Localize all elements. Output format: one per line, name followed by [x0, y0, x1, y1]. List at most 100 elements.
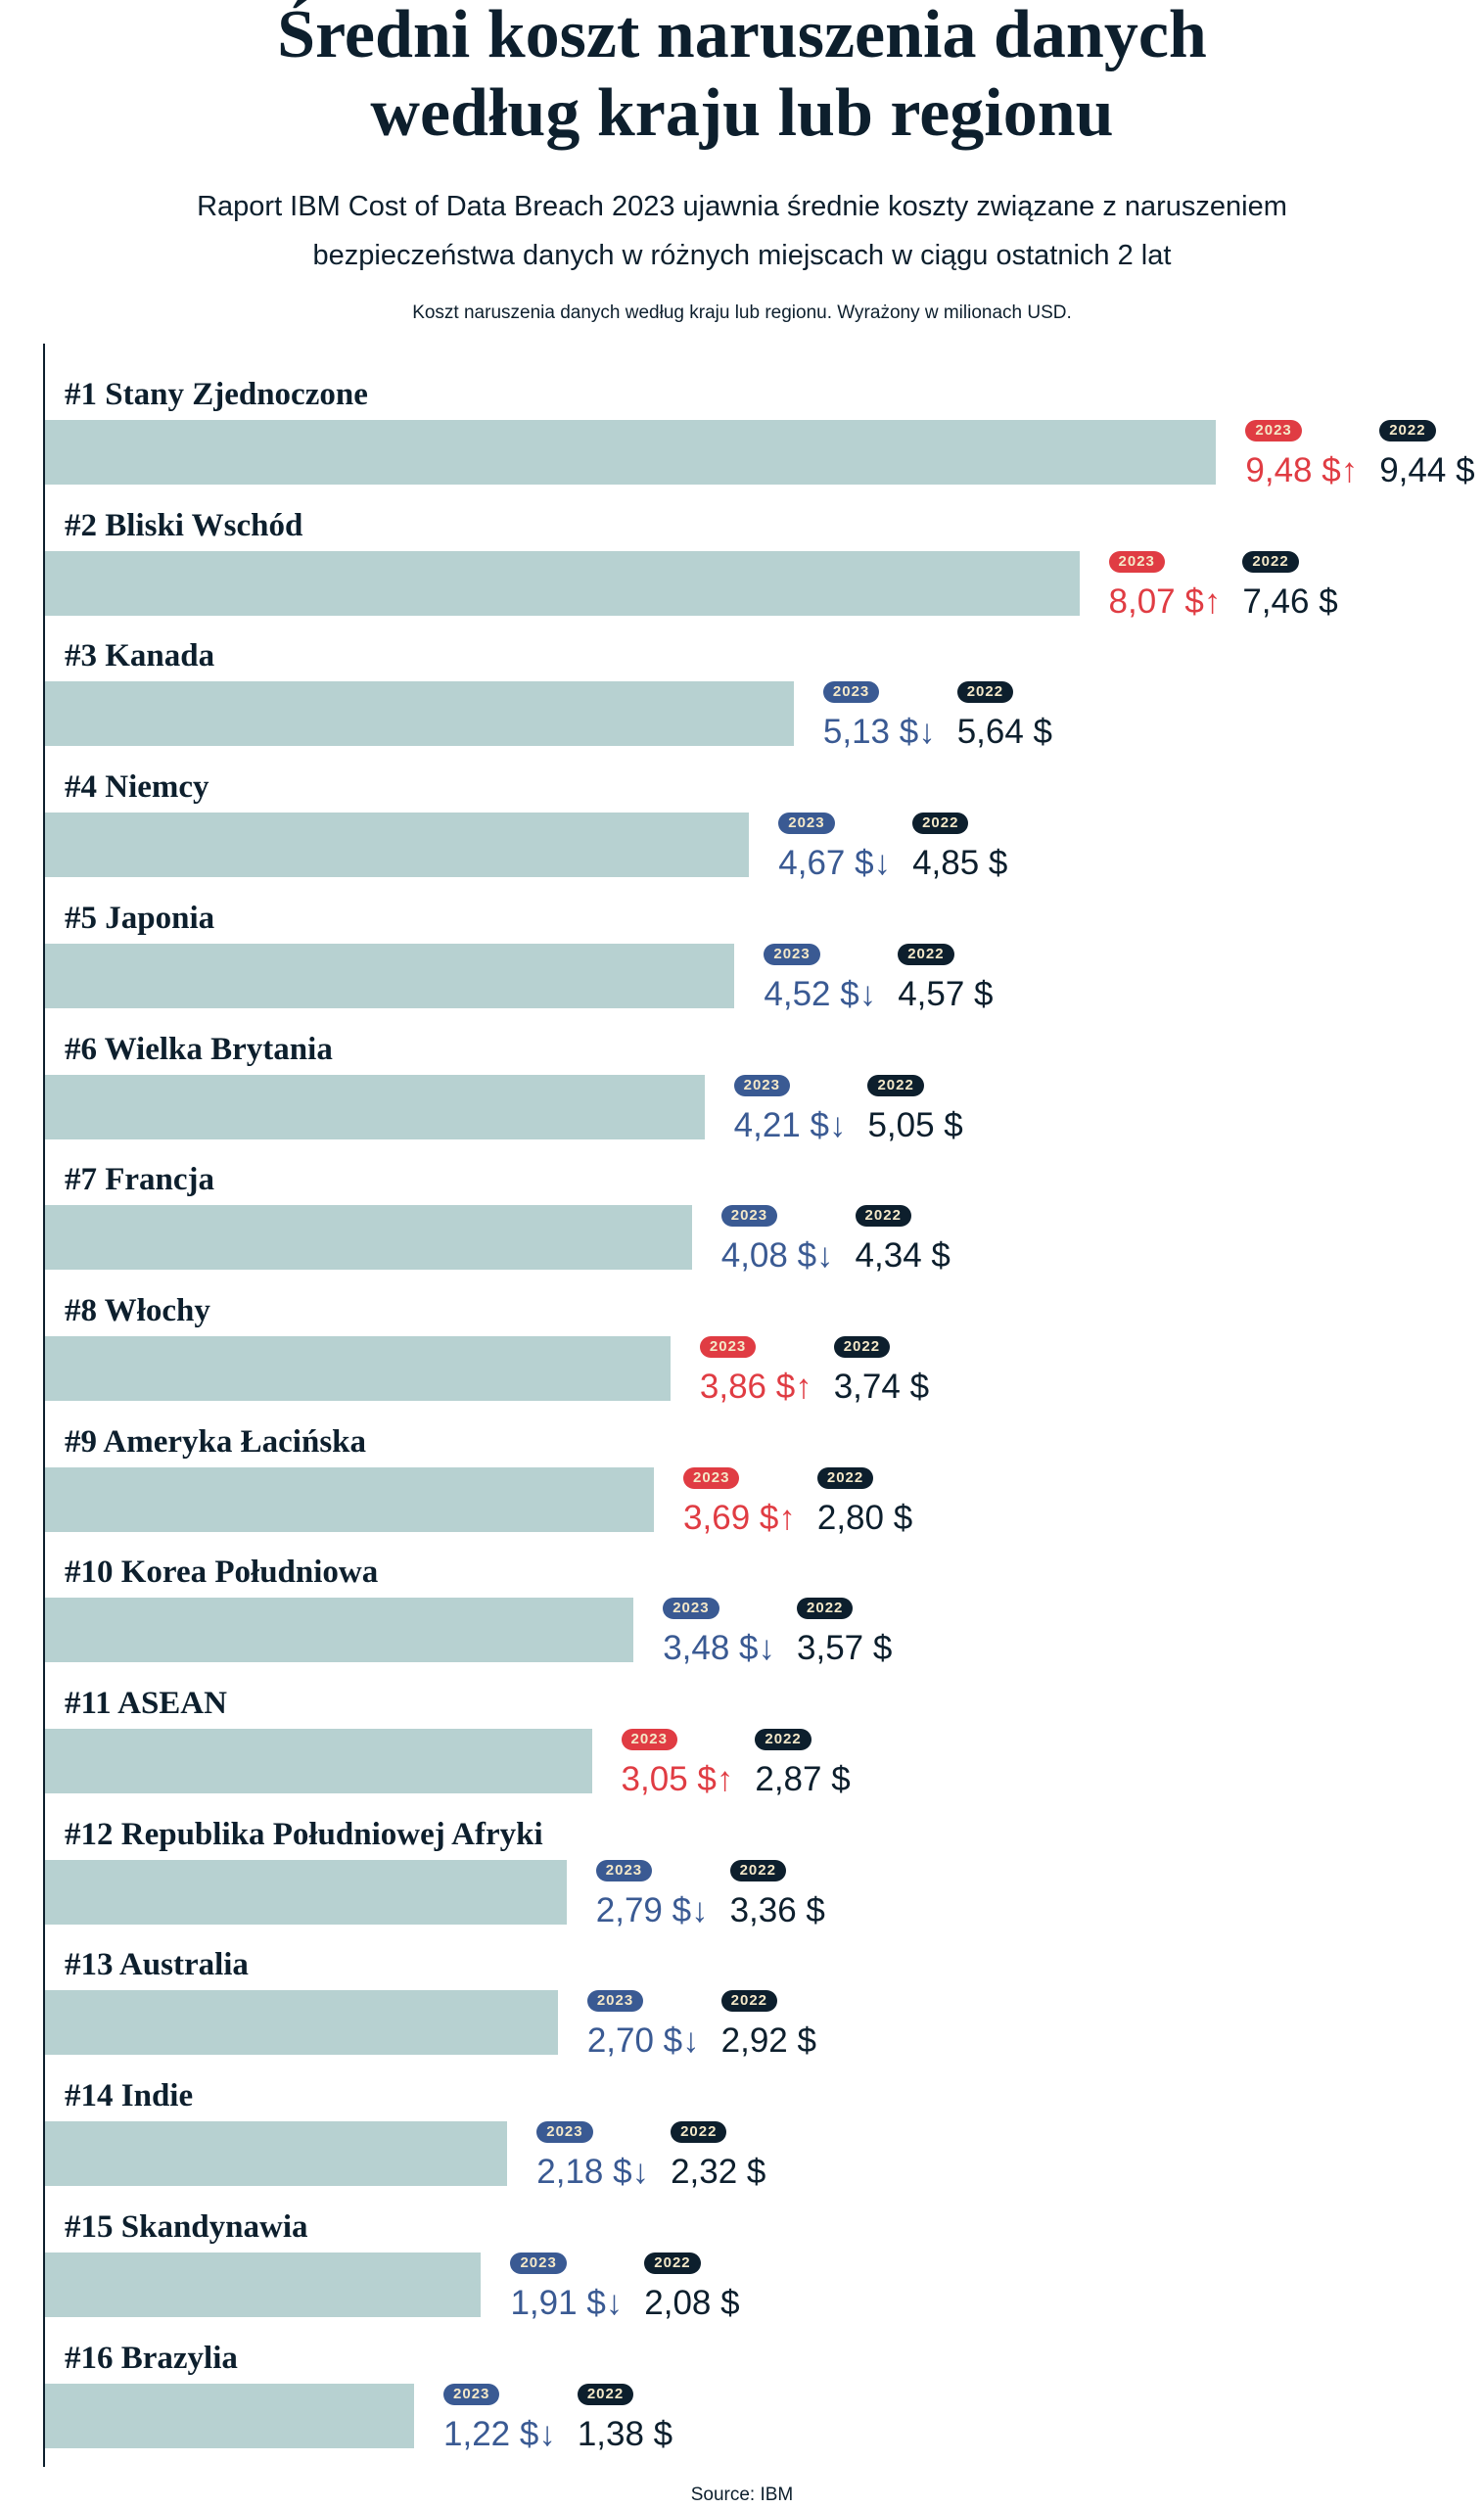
bar-row: #7 Francja 2023 4,08 $↓ 2022 4,34 $ [45, 1160, 1484, 1291]
badge-2022: 2022 [1379, 420, 1436, 441]
bar-2023 [45, 1859, 567, 1925]
value-2023-label: 4,52 $ [764, 974, 859, 1013]
value-2023-text: 3,05 $↑ [622, 1758, 734, 1801]
badge-2022: 2022 [755, 1729, 812, 1750]
value-2023-text: 3,69 $↑ [683, 1497, 796, 1540]
value-2022: 2022 7,46 $ [1242, 550, 1338, 624]
value-labels: 2023 4,52 $↓ 2022 4,57 $ [764, 943, 994, 1016]
bar-row: #6 Wielka Brytania 2023 4,21 $↓ 2022 5,0… [45, 1030, 1484, 1161]
badge-2023: 2023 [764, 943, 820, 965]
value-2023-text: 3,86 $↑ [700, 1366, 812, 1409]
bar-row: #13 Australia 2023 2,70 $↓ 2022 2,92 $ [45, 1945, 1484, 2076]
arrow-down-icon: ↓ [816, 1236, 834, 1276]
badge-2022: 2022 [912, 813, 969, 835]
bar-row: #11 ASEAN 2023 3,05 $↑ 2022 2,87 $ [45, 1684, 1484, 1815]
value-2023: 2023 1,91 $↓ [510, 2252, 623, 2325]
value-2022-label: 9,44 $ [1379, 451, 1475, 489]
value-2023: 2023 3,05 $↑ [621, 1729, 734, 1801]
value-labels: 2023 4,08 $↓ 2022 4,34 $ [720, 1205, 951, 1277]
value-2022-label: 2,08 $ [644, 2283, 740, 2322]
bar-row: #4 Niemcy 2023 4,67 $↓ 2022 4,85 $ [45, 767, 1484, 899]
bar-row: #9 Ameryka Łacińska 2023 3,69 $↑ 2022 2,… [45, 1422, 1484, 1554]
value-2022: 2022 4,34 $ [855, 1205, 951, 1277]
value-2023: 2023 3,69 $↑ [683, 1466, 796, 1540]
category-label: #6 Wielka Brytania [65, 1031, 333, 1067]
category-label: #4 Niemcy [65, 769, 209, 806]
value-2023: 2023 3,48 $↓ [663, 1598, 775, 1670]
value-2023: 2023 8,07 $↑ [1108, 550, 1222, 624]
arrow-down-icon: ↓ [758, 1629, 776, 1668]
value-2023: 2023 2,18 $↓ [536, 2121, 649, 2194]
badge-2023: 2023 [595, 1859, 653, 1881]
value-2023-label: 4,67 $ [778, 844, 874, 883]
bar-2023 [45, 681, 794, 747]
value-2023-label: 5,13 $ [822, 713, 919, 752]
value-2023-text: 1,91 $↓ [510, 2282, 623, 2325]
value-labels: 2023 3,86 $↑ 2022 3,74 $ [699, 1335, 930, 1409]
value-2023-text: 5,13 $↓ [823, 711, 936, 754]
value-2023: 2023 2,70 $↓ [586, 1990, 700, 2063]
category-label: #11 ASEAN [65, 1686, 227, 1721]
value-labels: 2023 5,13 $↓ 2022 5,64 $ [822, 681, 1053, 754]
badge-2022: 2022 [1242, 550, 1299, 573]
badge-2023: 2023 [510, 2252, 567, 2274]
subtitle-line-1: Raport IBM Cost of Data Breach 2023 ujaw… [197, 191, 1287, 222]
badge-2023: 2023 [720, 1205, 778, 1228]
value-2022-label: 7,46 $ [1242, 581, 1338, 621]
arrow-up-icon: ↑ [795, 1367, 812, 1406]
bar-2023 [45, 943, 735, 1008]
value-2022-label: 2,87 $ [755, 1760, 851, 1798]
title-line-2: według kraju lub regionu [370, 75, 1114, 151]
value-labels: 2023 2,18 $↓ 2022 2,32 $ [536, 2121, 765, 2194]
value-2023-text: 2,79 $↓ [596, 1889, 709, 1932]
value-2023-text: 4,67 $↓ [778, 842, 891, 885]
value-2023-label: 2,18 $ [536, 2153, 632, 2192]
value-2023: 2023 4,21 $↓ [733, 1074, 847, 1147]
category-label: #8 Włochy [65, 1292, 210, 1328]
value-2023-text: 9,48 $↑ [1245, 449, 1358, 492]
category-label: #9 Ameryka Łacińska [65, 1423, 367, 1460]
badge-2023: 2023 [1108, 550, 1165, 573]
value-2023: 2023 4,67 $↓ [778, 813, 891, 885]
value-labels: 2023 3,48 $↓ 2022 3,57 $ [663, 1598, 892, 1670]
badge-2023: 2023 [621, 1729, 677, 1750]
value-2023-label: 9,48 $ [1245, 451, 1341, 489]
value-2023: 2023 4,52 $↓ [764, 943, 876, 1016]
arrow-up-icon: ↑ [1203, 581, 1222, 621]
value-2023-label: 8,07 $ [1108, 581, 1204, 621]
bar-2023 [45, 1335, 671, 1401]
category-label: #3 Kanada [65, 638, 215, 674]
value-2022: 2022 5,64 $ [956, 681, 1053, 754]
value-2022-label: 5,05 $ [867, 1105, 963, 1144]
value-2022: 2022 5,05 $ [867, 1074, 963, 1147]
value-labels: 2023 1,22 $↓ 2022 1,38 $ [443, 2383, 672, 2456]
value-2023-text: 3,48 $↓ [663, 1627, 775, 1670]
arrow-down-icon: ↓ [605, 2283, 624, 2322]
value-2023-text: 4,21 $↓ [734, 1104, 847, 1147]
bar-2023 [45, 1598, 634, 1663]
y-axis-line [43, 344, 45, 2467]
value-2022: 2022 2,08 $ [644, 2252, 740, 2325]
bar-row: #1 Stany Zjednoczone 2023 9,48 $↑ 2022 9… [45, 375, 1484, 506]
value-2022: 2022 2,32 $ [671, 2121, 765, 2194]
value-2023-label: 4,08 $ [720, 1236, 817, 1276]
value-labels: 2023 1,91 $↓ 2022 2,08 $ [510, 2252, 740, 2325]
category-label: #2 Bliski Wschód [65, 507, 303, 543]
bar-row: #8 Włochy 2023 3,86 $↑ 2022 3,74 $ [45, 1291, 1484, 1422]
category-label: #14 Indie [65, 2078, 194, 2114]
value-2022-label: 3,36 $ [729, 1890, 825, 1929]
value-labels: 2023 9,48 $↑ 2022 9,44 $ [1245, 420, 1475, 492]
subtitle-line-2: bezpieczeństwa danych w różnych miejscac… [312, 240, 1172, 271]
arrow-down-icon: ↓ [631, 2153, 650, 2192]
value-2022-label: 3,74 $ [833, 1367, 930, 1406]
bar-2023 [45, 2383, 415, 2448]
value-labels: 2023 2,79 $↓ 2022 3,36 $ [595, 1859, 825, 1932]
badge-2022: 2022 [577, 2383, 634, 2405]
arrow-down-icon: ↓ [538, 2414, 556, 2453]
bar-row: #2 Bliski Wschód 2023 8,07 $↑ 2022 7,46 … [45, 506, 1484, 637]
value-2022-label: 5,64 $ [956, 713, 1053, 752]
value-2023-text: 8,07 $↑ [1109, 581, 1222, 624]
bar-row: #5 Japonia 2023 4,52 $↓ 2022 4,57 $ [45, 899, 1484, 1030]
value-labels: 2023 4,67 $↓ 2022 4,85 $ [778, 813, 1007, 885]
badge-2023: 2023 [822, 681, 880, 704]
